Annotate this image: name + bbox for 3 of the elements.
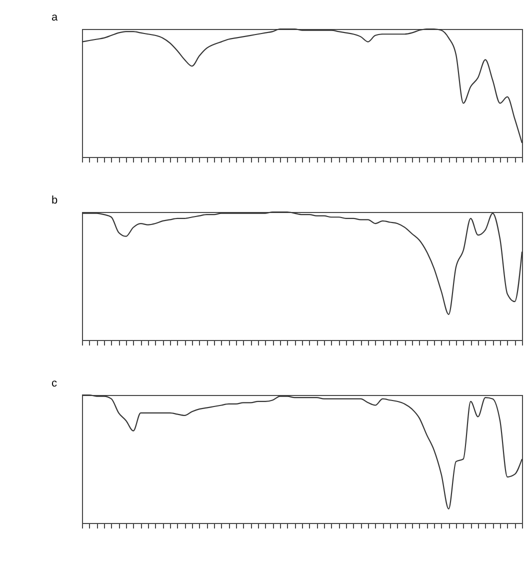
chart-title: c	[51, 377, 58, 390]
chart-title: b	[51, 194, 58, 206]
chart-title: a	[51, 11, 58, 24]
